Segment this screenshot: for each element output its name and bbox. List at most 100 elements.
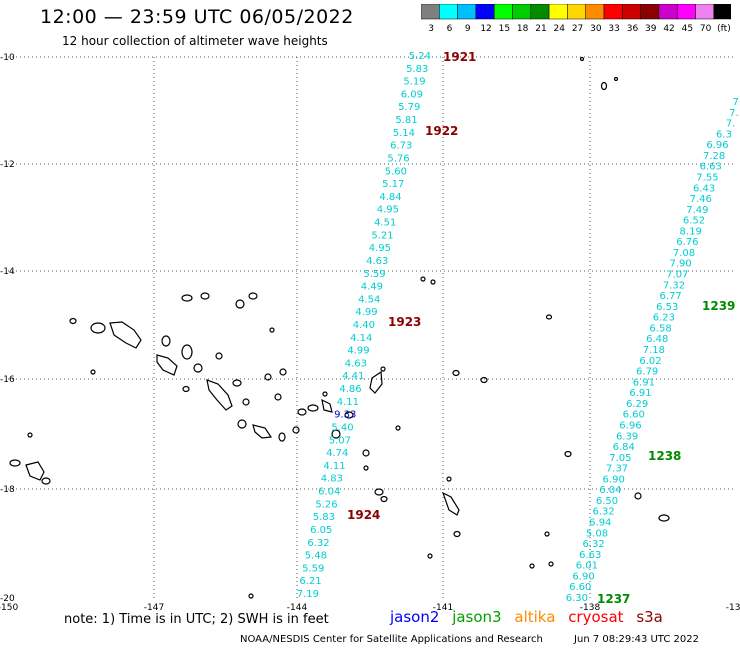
island xyxy=(480,376,488,384)
wave-height-value: 4.63 xyxy=(366,256,388,267)
wave-height-value: 4.11 xyxy=(337,397,359,408)
wave-height-value: 5.81 xyxy=(395,115,417,126)
wave-height-value: 6.04 xyxy=(318,487,340,498)
island xyxy=(248,593,254,599)
wave-height-value: 6.90 xyxy=(572,571,594,582)
wave-height-value: 7. xyxy=(726,119,736,130)
wave-height-value: 6.73 xyxy=(390,141,412,152)
wave-height-value: 5.08 xyxy=(586,528,608,539)
island xyxy=(109,321,142,349)
colorbar-label: 24 xyxy=(554,24,566,34)
map-title: 12:00 — 23:59 UTC 06/05/2022 xyxy=(40,6,354,28)
island xyxy=(344,411,354,419)
lat-label: -10 xyxy=(0,53,15,63)
pass-time-label: 1924 xyxy=(347,508,380,522)
legend-altika: altika xyxy=(514,608,556,626)
colorbar-label: 45 xyxy=(682,24,693,34)
wave-height-value: 7.55 xyxy=(696,172,718,183)
satellite-legend: jason2 jason3 altika cryosat s3a xyxy=(390,608,671,626)
wave-height-value: 4.11 xyxy=(323,461,345,472)
colorbar-label: 6 xyxy=(447,24,453,34)
wave-height-value: 6.32 xyxy=(582,539,604,550)
island xyxy=(156,354,178,376)
footer: NOAA/NESDIS Center for Satellite Applica… xyxy=(240,634,699,645)
footer-agency: NOAA/NESDIS Center for Satellite Applica… xyxy=(240,634,543,645)
island xyxy=(446,476,452,482)
wave-height-value: 5.19 xyxy=(403,77,425,88)
wave-height-value: 6.63 xyxy=(700,162,722,173)
wave-height-value: 5.14 xyxy=(393,128,415,139)
wave-height-value: 6.60 xyxy=(569,582,591,593)
island xyxy=(274,393,282,401)
island xyxy=(529,563,535,569)
wave-height-value: 6.94 xyxy=(589,518,611,529)
island xyxy=(374,488,384,496)
island xyxy=(548,561,554,567)
wave-height-value: 6.91 xyxy=(633,377,655,388)
wave-height-value: 6.09 xyxy=(401,89,423,100)
wave-height-value: 7.90 xyxy=(670,259,692,270)
island xyxy=(297,408,307,416)
island xyxy=(182,385,190,393)
wave-height-value: 5.26 xyxy=(315,499,337,510)
legend-jason2: jason2 xyxy=(390,608,440,626)
wave-height-value: 5.79 xyxy=(398,102,420,113)
island xyxy=(545,314,553,320)
wave-height-value: 6.21 xyxy=(299,576,321,587)
wave-height-value: 6.3 xyxy=(716,129,732,140)
colorbar-label: 70 xyxy=(700,24,712,34)
island xyxy=(181,344,193,360)
island xyxy=(420,276,426,282)
island xyxy=(9,459,21,467)
lat-label: -14 xyxy=(0,267,15,277)
lon-label: -144 xyxy=(287,603,308,613)
map-subtitle: 12 hour collection of altimeter wave hei… xyxy=(62,34,328,48)
island-outlines xyxy=(9,56,670,599)
wave-height-value: 5.17 xyxy=(382,179,404,190)
wave-height-value: 5.48 xyxy=(305,551,327,562)
island xyxy=(307,404,319,412)
island xyxy=(600,81,608,91)
lat-label: -16 xyxy=(0,375,15,385)
island xyxy=(292,426,300,434)
wave-height-value: 6.53 xyxy=(656,302,678,313)
island xyxy=(430,279,436,285)
island xyxy=(25,461,45,481)
footer-timestamp: Jun 7 08:29:43 UTC 2022 xyxy=(574,634,699,645)
satellite-tracks: 5.24 5.83 5.196.09 5.79 5.81 5.14 6.735.76 5.60… xyxy=(297,51,740,604)
island xyxy=(331,429,341,439)
wave-height-value: 7. xyxy=(732,97,740,108)
island xyxy=(193,363,203,373)
wave-height-value: 4.99 xyxy=(355,307,377,318)
island xyxy=(181,294,193,302)
lon-label: -147 xyxy=(144,603,164,613)
wave-height-value: 4.95 xyxy=(377,205,399,216)
island xyxy=(369,370,383,394)
wave-height-value: 4.40 xyxy=(353,320,375,331)
island xyxy=(90,322,106,334)
wave-height-value: 6.29 xyxy=(626,399,648,410)
wave-height-value: 6.48 xyxy=(646,334,668,345)
island xyxy=(237,419,247,429)
island xyxy=(380,495,388,503)
pass-time-label: 1921 xyxy=(443,50,476,64)
colorbar-swatch xyxy=(713,4,731,20)
wave-height-value: 4.41 xyxy=(342,371,364,382)
wave-height-value: 4.86 xyxy=(339,384,361,395)
colorbar-label: 21 xyxy=(535,24,546,34)
wave-height-value: 6.04 xyxy=(599,485,621,496)
wave-height-value: 4.49 xyxy=(361,282,383,293)
wave-height-value: 7. xyxy=(729,108,739,119)
island xyxy=(634,492,642,500)
colorbar-label: 42 xyxy=(663,24,674,34)
wave-height-value: 6.96 xyxy=(706,140,728,151)
wave-height-value: 5.83 xyxy=(406,64,428,75)
wave-height-value: 5.59 xyxy=(363,269,385,280)
wave-height-value: 5.59 xyxy=(302,563,324,574)
wave-height-value: 4.99 xyxy=(347,346,369,357)
wave-height-value: 6.79 xyxy=(636,367,658,378)
wave-height-value: 6.91 xyxy=(629,388,651,399)
lat-label: -12 xyxy=(0,160,15,170)
lon-label: -138 xyxy=(580,603,601,613)
wave-height-value: 6.60 xyxy=(623,410,645,421)
